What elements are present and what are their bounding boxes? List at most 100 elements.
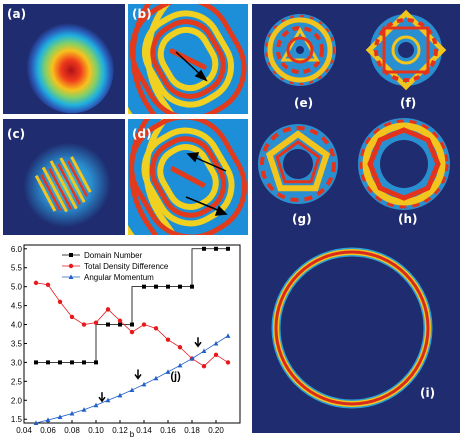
data-point xyxy=(165,369,171,374)
panel-e-label: (e) xyxy=(294,96,314,110)
series-2 xyxy=(33,333,231,425)
legend: Domain Number Total Density Difference Ang… xyxy=(62,251,169,282)
panel-d-image xyxy=(128,119,248,235)
data-point xyxy=(225,360,231,365)
data-point xyxy=(129,329,135,335)
data-point xyxy=(45,282,51,287)
axis-ticks: 0.04 0.06 0.08 0.10 0.12 0.14 0.16 0.18 0.20 1.5 2… xyxy=(11,245,224,435)
panel-c: (c) xyxy=(3,119,125,235)
panel-right-image xyxy=(258,9,450,409)
data-point xyxy=(142,284,146,289)
series-layer xyxy=(33,246,231,425)
data-point xyxy=(106,322,110,327)
data-point xyxy=(166,284,170,289)
panel-f-label: (f) xyxy=(400,96,417,110)
data-point xyxy=(226,246,230,251)
data-point xyxy=(34,360,38,365)
data-point xyxy=(202,246,206,251)
y-tick-label: 4.5 xyxy=(11,302,23,311)
data-point xyxy=(46,360,50,365)
data-point xyxy=(93,320,99,325)
panel-d-label: (d) xyxy=(132,127,152,141)
x-tick-label: 0.14 xyxy=(136,426,152,435)
data-point xyxy=(213,352,219,358)
x-tick-label: 0.20 xyxy=(208,426,224,435)
data-point xyxy=(94,360,98,365)
x-tick-label: 0.18 xyxy=(184,426,200,435)
y-tick-label: 2.0 xyxy=(11,396,23,405)
data-point xyxy=(153,326,159,331)
data-point xyxy=(69,314,75,320)
panel-b-image xyxy=(128,4,248,114)
legend-label: Total Density Difference xyxy=(84,262,169,271)
panel-c-label: (c) xyxy=(7,127,26,141)
data-point xyxy=(33,420,39,425)
data-point xyxy=(178,284,182,289)
data-point xyxy=(213,340,219,346)
data-point xyxy=(165,337,171,342)
annotation-arrow xyxy=(194,337,202,348)
legend-marker xyxy=(69,253,73,257)
data-point xyxy=(177,345,183,350)
panel-a-image xyxy=(24,18,114,114)
y-tick-label: 1.5 xyxy=(11,415,23,424)
data-point xyxy=(57,414,63,419)
panel-i-pattern xyxy=(271,247,433,409)
series-0 xyxy=(34,246,230,365)
data-point xyxy=(93,402,99,408)
data-point xyxy=(117,318,123,323)
data-point xyxy=(81,407,87,412)
panel-e-pattern xyxy=(264,14,336,86)
data-point xyxy=(201,363,207,369)
data-point xyxy=(141,381,147,387)
annotation-arrow xyxy=(98,392,106,403)
plot-frame xyxy=(23,244,241,424)
data-point xyxy=(57,299,63,305)
x-tick-label: 0.04 xyxy=(16,426,32,435)
data-point xyxy=(214,246,218,251)
data-point xyxy=(225,333,231,338)
data-point xyxy=(130,322,134,327)
x-tick-label: 0.08 xyxy=(64,426,80,435)
panel-b: (b) xyxy=(128,4,248,114)
data-point xyxy=(105,307,111,312)
x-tick-label: 0.06 xyxy=(40,426,56,435)
panel-c-image xyxy=(23,142,111,228)
panel-g-label: (g) xyxy=(292,212,312,226)
x-tick-label: 0.12 xyxy=(112,426,128,435)
data-point xyxy=(58,360,62,365)
x-tick-label: 0.10 xyxy=(88,426,104,435)
y-tick-label: 3.0 xyxy=(11,358,23,367)
data-point xyxy=(129,387,135,393)
y-tick-label: 5.5 xyxy=(11,264,23,273)
data-point xyxy=(153,375,159,381)
annotation-arrow xyxy=(134,369,142,380)
legend-label: Domain Number xyxy=(84,251,143,260)
data-point xyxy=(82,360,86,365)
data-point xyxy=(70,360,74,365)
legend-marker xyxy=(68,263,74,269)
panel-b-label: (b) xyxy=(132,7,152,21)
panel-h-label: (h) xyxy=(398,212,418,226)
data-point xyxy=(141,322,147,327)
panel-h-pattern xyxy=(358,118,450,210)
data-point xyxy=(118,322,122,327)
panel-f-pattern xyxy=(365,9,447,91)
y-tick-label: 3.5 xyxy=(11,339,23,348)
panel-a: (a) xyxy=(3,4,125,114)
y-tick-label: 5.0 xyxy=(11,283,23,292)
panel-g-pattern xyxy=(258,124,338,204)
panel-i-label: (i) xyxy=(420,386,436,400)
series-line xyxy=(35,335,229,424)
panel-d-arrow-up xyxy=(186,152,227,172)
chart-annotation: (j) xyxy=(170,370,181,382)
legend-label: Angular Momentum xyxy=(84,273,154,282)
data-point xyxy=(105,397,111,403)
data-point xyxy=(189,356,195,361)
annotation-arrows xyxy=(98,337,202,403)
y-tick-label: 6.0 xyxy=(11,245,23,254)
data-point xyxy=(154,284,158,289)
panel-right: (e) (f) (g) (h) (i) xyxy=(252,4,460,433)
x-tick-label: 0.16 xyxy=(160,426,176,435)
x-axis-label: b xyxy=(130,430,135,437)
